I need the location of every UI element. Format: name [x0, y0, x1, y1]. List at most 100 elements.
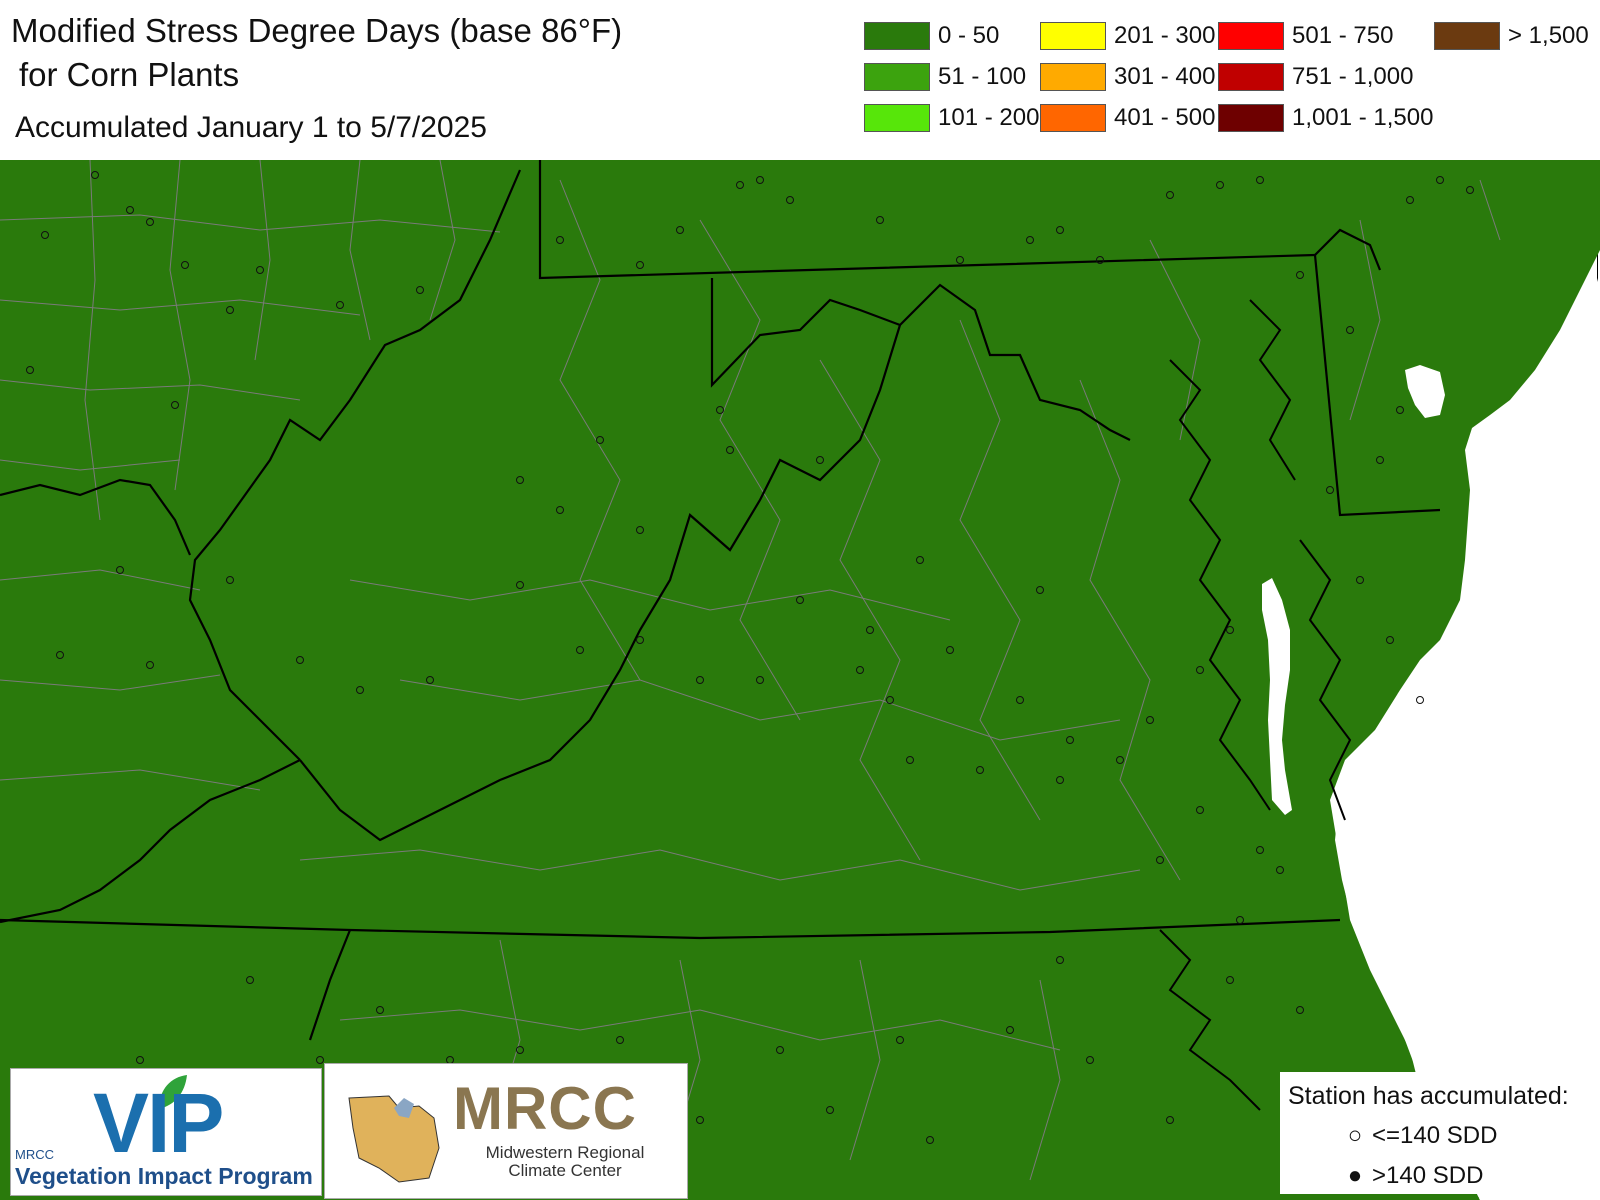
legend-swatch: [1218, 22, 1284, 50]
station-marker: [1346, 326, 1354, 334]
station-marker: [91, 171, 99, 179]
station-marker: [1226, 976, 1234, 984]
station-marker: [1096, 256, 1104, 264]
station-marker: [1056, 226, 1064, 234]
mrcc-sub-line1: Midwestern Regional: [485, 1143, 645, 1162]
station-marker: [1166, 191, 1174, 199]
station-marker: [516, 1046, 524, 1054]
station-marker: [146, 218, 154, 226]
station-marker: [1066, 736, 1074, 744]
station-marker: [736, 181, 744, 189]
station-marker: [926, 1136, 934, 1144]
stress-degree-day-map: [0, 160, 1600, 1200]
station-marker: [946, 646, 954, 654]
station-marker: [356, 686, 364, 694]
station-marker: [1296, 271, 1304, 279]
chesapeake-shoreline: [1159, 299, 1352, 1111]
station-marker: [171, 401, 179, 409]
station-marker: [796, 596, 804, 604]
station-marker: [1296, 1006, 1304, 1014]
legend-item: 501 - 750: [1218, 21, 1393, 51]
filled-circle-icon: ●: [1347, 1162, 1363, 1189]
station-marker: [876, 216, 884, 224]
station-marker: [696, 676, 704, 684]
state-boundaries: [0, 160, 1441, 1041]
station-marker: [376, 1006, 384, 1014]
station-marker: [976, 766, 984, 774]
station-legend-title: Station has accumulated:: [1288, 1082, 1569, 1110]
station-marker: [1086, 1056, 1094, 1064]
station-marker: [1386, 636, 1394, 644]
station-legend-open-label: <=140 SDD: [1372, 1122, 1498, 1149]
station-marker: [556, 236, 564, 244]
station-marker: [716, 406, 724, 414]
leaf-icon: [159, 1075, 187, 1109]
station-marker: [136, 1056, 144, 1064]
station-marker: [41, 231, 49, 239]
station-marker: [696, 1116, 704, 1124]
legend-swatch: [1040, 104, 1106, 132]
station-marker: [786, 196, 794, 204]
legend-label: 751 - 1,000: [1292, 63, 1414, 90]
county-boundaries: [0, 160, 1501, 1181]
legend-swatch: [1040, 22, 1106, 50]
legend-swatch: [864, 22, 930, 50]
legend-item: 751 - 1,000: [1218, 62, 1413, 92]
station-marker: [516, 476, 524, 484]
legend-item: 401 - 500: [1040, 103, 1215, 133]
station-marker: [226, 576, 234, 584]
station-marker: [1116, 756, 1124, 764]
station-marker: [296, 656, 304, 664]
station-legend-open: ○ <=140 SDD: [1344, 1122, 1498, 1150]
station-marker: [726, 446, 734, 454]
station-marker: [676, 226, 684, 234]
station-marker: [856, 666, 864, 674]
station-marker: [1196, 806, 1204, 814]
station-marker: [776, 1046, 784, 1054]
mrcc-logo-subtitle: Midwestern Regional Climate Center: [465, 1144, 665, 1180]
station-marker: [616, 1036, 624, 1044]
station-marker: [886, 696, 894, 704]
map-title-line2: for Corn Plants: [19, 56, 240, 93]
chesapeake-bay: [1262, 578, 1292, 815]
station-marker: [26, 366, 34, 374]
station-legend-filled-label: >140 SDD: [1372, 1162, 1484, 1189]
station-marker: [1016, 696, 1024, 704]
station-markers: [26, 171, 1474, 1164]
legend-item: 0 - 50: [864, 21, 999, 51]
station-marker: [636, 261, 644, 269]
station-marker: [1036, 586, 1044, 594]
land-area: [0, 160, 1600, 1200]
station-marker: [516, 581, 524, 589]
station-marker: [866, 626, 874, 634]
station-marker: [1436, 176, 1444, 184]
station-marker: [916, 556, 924, 564]
station-marker: [1256, 176, 1264, 184]
legend-label: 0 - 50: [938, 22, 1000, 49]
station-marker: [1236, 916, 1244, 924]
station-marker: [816, 456, 824, 464]
legend-label: 301 - 400: [1114, 63, 1216, 90]
station-marker: [1026, 236, 1034, 244]
station-marker: [246, 976, 254, 984]
legend-item: > 1,500: [1434, 21, 1589, 51]
legend-swatch: [1040, 63, 1106, 91]
legend-label: 401 - 500: [1114, 104, 1216, 131]
vip-logo-program: Vegetation Impact Program: [15, 1163, 313, 1189]
station-marker: [126, 206, 134, 214]
legend-item: 301 - 400: [1040, 62, 1215, 92]
station-marker: [1226, 626, 1234, 634]
station-marker: [1006, 1026, 1014, 1034]
station-marker: [1396, 406, 1404, 414]
mrcc-logo: MRCC Midwestern Regional Climate Center: [324, 1063, 688, 1199]
station-marker: [116, 566, 124, 574]
station-legend-filled: ● >140 SDD: [1344, 1162, 1484, 1190]
station-marker: [1356, 576, 1364, 584]
station-marker: [1326, 486, 1334, 494]
station-marker: [896, 1036, 904, 1044]
station-marker: [826, 1106, 834, 1114]
station-marker: [1166, 1116, 1174, 1124]
vip-logo-text: VIP: [93, 1076, 224, 1170]
station-marker: [576, 646, 584, 654]
station-marker: [906, 756, 914, 764]
